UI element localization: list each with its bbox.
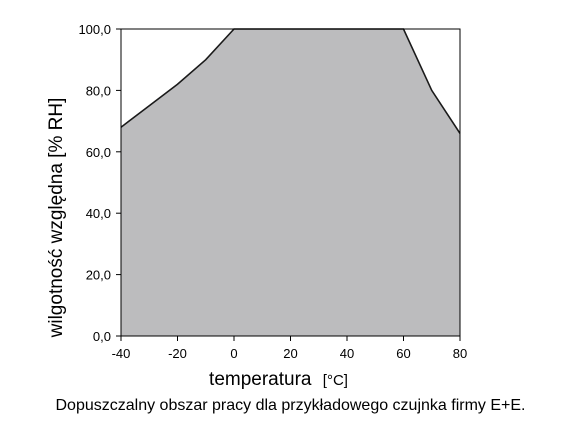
y-tick-label: 60,0	[86, 145, 111, 160]
y-axis-label: wilgotność względna [% RH]	[46, 98, 67, 339]
x-axis-label: temperatura [°C]	[209, 369, 348, 390]
x-axis: -40 -20 0 20 40 60 80	[112, 336, 467, 361]
x-tick-label: 0	[230, 346, 237, 361]
y-tick-label: 100,0	[78, 22, 111, 37]
y-tick-label: 80,0	[86, 83, 111, 98]
y-tick-label: 40,0	[86, 206, 111, 221]
y-tick-label: 20,0	[86, 268, 111, 283]
operating-area-fill	[121, 29, 460, 336]
y-tick-label: 0,0	[93, 329, 111, 344]
x-tick-label: 40	[340, 346, 354, 361]
y-axis: 0,0 20,0 40,0 60,0 80,0 100,0	[78, 22, 121, 344]
x-tick-label: 80	[453, 346, 467, 361]
x-axis-unit: [°C]	[323, 372, 348, 389]
x-tick-label: 20	[283, 346, 297, 361]
x-tick-label: 60	[396, 346, 410, 361]
x-tick-label: -40	[112, 346, 131, 361]
x-axis-label-text: temperatura	[209, 369, 312, 390]
area-layer	[120, 28, 461, 336]
operating-area-chart: -40 -20 0 20 40 60 80 0,0 20,0 40,0 60,0 80,0 100,0…	[46, 22, 467, 390]
x-tick-label: -20	[168, 346, 187, 361]
operating-area-boundary	[120, 28, 461, 134]
figure-caption: Dopuszczalny obszar pracy dla przykładow…	[55, 397, 526, 414]
